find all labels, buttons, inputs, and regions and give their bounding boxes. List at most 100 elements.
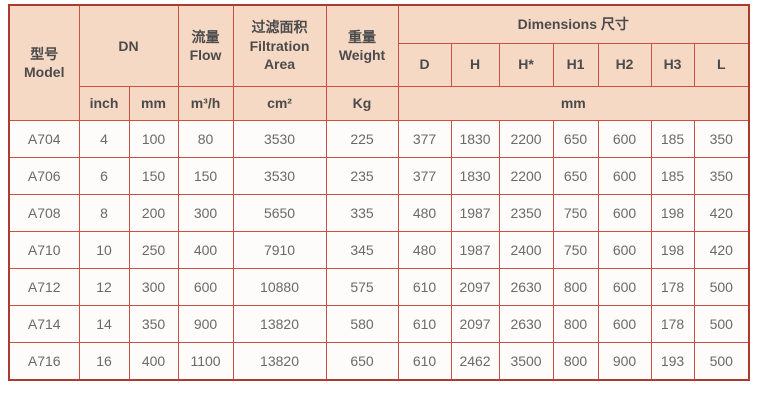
unit-mm: mm — [128, 85, 179, 121]
header-dim-h: H — [450, 42, 500, 87]
value-cell: 80 — [177, 119, 234, 158]
value-cell: 400 — [177, 230, 234, 269]
value-cell: 600 — [597, 156, 652, 195]
value-cell: 600 — [177, 267, 234, 306]
value-cell: 650 — [325, 341, 399, 380]
value-cell: 610 — [397, 304, 452, 343]
value-cell: 345 — [325, 230, 399, 269]
value-cell: 4 — [78, 119, 130, 158]
value-cell: 2097 — [450, 267, 500, 306]
header-weight: 重量 Weight — [325, 4, 399, 87]
value-cell: 600 — [597, 193, 652, 232]
value-cell: 400 — [128, 341, 179, 380]
table-row: A704 4 100 80 3530 225 377 1830 2200 650 600 185 350 — [8, 119, 750, 158]
header-dimensions: Dimensions 尺寸 — [397, 4, 750, 44]
value-cell: 3530 — [232, 119, 327, 158]
table-row: A712 12 300 600 10880 575 610 2097 2630 800 600 178… — [8, 267, 750, 306]
value-cell: 185 — [650, 119, 695, 158]
table-row: A706 6 150 150 3530 235 377 1830 2200 650 600 185 35… — [8, 156, 750, 195]
value-cell: 200 — [128, 193, 179, 232]
value-cell: 480 — [397, 230, 452, 269]
value-cell: 185 — [650, 156, 695, 195]
value-cell: 300 — [177, 193, 234, 232]
value-cell: 575 — [325, 267, 399, 306]
header-dim-h2: H2 — [597, 42, 652, 87]
model-cell: A710 — [8, 230, 80, 269]
value-cell: 650 — [552, 119, 599, 158]
value-cell: 750 — [552, 193, 599, 232]
value-cell: 8 — [78, 193, 130, 232]
value-cell: 250 — [128, 230, 179, 269]
value-cell: 14 — [78, 304, 130, 343]
value-cell: 2462 — [450, 341, 500, 380]
value-cell: 900 — [597, 341, 652, 380]
table-header: 型号 Model DN 流量 Flow 过滤面积 Filtration Area… — [8, 4, 750, 121]
model-cell: A708 — [8, 193, 80, 232]
table-body: A704 4 100 80 3530 225 377 1830 2200 650 600 185 350… — [8, 119, 750, 380]
value-cell: 420 — [693, 230, 750, 269]
value-cell: 1830 — [450, 156, 500, 195]
value-cell: 2200 — [498, 156, 554, 195]
model-cell: A704 — [8, 119, 80, 158]
table-row: A714 14 350 900 13820 580 610 2097 2630 800 600 178… — [8, 304, 750, 343]
value-cell: 1100 — [177, 341, 234, 380]
value-cell: 800 — [552, 304, 599, 343]
value-cell: 1830 — [450, 119, 500, 158]
value-cell: 7910 — [232, 230, 327, 269]
value-cell: 2200 — [498, 119, 554, 158]
value-cell: 2097 — [450, 304, 500, 343]
value-cell: 600 — [597, 267, 652, 306]
header-dn: DN — [78, 4, 179, 87]
spec-table: 型号 Model DN 流量 Flow 过滤面积 Filtration Area… — [8, 4, 751, 381]
unit-weight: Kg — [325, 85, 399, 121]
value-cell: 335 — [325, 193, 399, 232]
value-cell: 377 — [397, 119, 452, 158]
value-cell: 350 — [693, 119, 750, 158]
header-filtration-area: 过滤面积 Filtration Area — [232, 4, 327, 87]
value-cell: 750 — [552, 230, 599, 269]
value-cell: 420 — [693, 193, 750, 232]
table-row: A710 10 250 400 7910 345 480 1987 2400 750 600 198 4… — [8, 230, 750, 269]
unit-area: cm² — [232, 85, 327, 121]
value-cell: 235 — [325, 156, 399, 195]
model-cell: A716 — [8, 341, 80, 380]
value-cell: 150 — [177, 156, 234, 195]
value-cell: 178 — [650, 267, 695, 306]
value-cell: 350 — [693, 156, 750, 195]
value-cell: 3530 — [232, 156, 327, 195]
value-cell: 300 — [128, 267, 179, 306]
value-cell: 800 — [552, 341, 599, 380]
value-cell: 3500 — [498, 341, 554, 380]
unit-flow: m³/h — [177, 85, 234, 121]
value-cell: 900 — [177, 304, 234, 343]
value-cell: 800 — [552, 267, 599, 306]
table-row: A708 8 200 300 5650 335 480 1987 2350 750 600 198 42… — [8, 193, 750, 232]
value-cell: 610 — [397, 267, 452, 306]
value-cell: 12 — [78, 267, 130, 306]
value-cell: 1987 — [450, 230, 500, 269]
value-cell: 178 — [650, 304, 695, 343]
value-cell: 6 — [78, 156, 130, 195]
value-cell: 225 — [325, 119, 399, 158]
value-cell: 600 — [597, 304, 652, 343]
model-cell: A714 — [8, 304, 80, 343]
value-cell: 480 — [397, 193, 452, 232]
value-cell: 10880 — [232, 267, 327, 306]
value-cell: 10 — [78, 230, 130, 269]
header-dim-h1: H1 — [552, 42, 599, 87]
model-cell: A712 — [8, 267, 80, 306]
header-row-2: D H H* H1 H2 H3 L — [9, 42, 750, 87]
value-cell: 198 — [650, 230, 695, 269]
header-dim-hstar: H* — [498, 42, 554, 87]
header-dim-l: L — [693, 42, 750, 87]
value-cell: 650 — [552, 156, 599, 195]
value-cell: 600 — [597, 230, 652, 269]
unit-inch: inch — [78, 85, 130, 121]
value-cell: 13820 — [232, 304, 327, 343]
header-flow: 流量 Flow — [177, 4, 234, 87]
value-cell: 377 — [397, 156, 452, 195]
value-cell: 2350 — [498, 193, 554, 232]
header-dim-d: D — [397, 42, 452, 87]
value-cell: 500 — [693, 341, 750, 380]
header-row-units: inch mm m³/h cm² Kg mm — [9, 85, 750, 121]
